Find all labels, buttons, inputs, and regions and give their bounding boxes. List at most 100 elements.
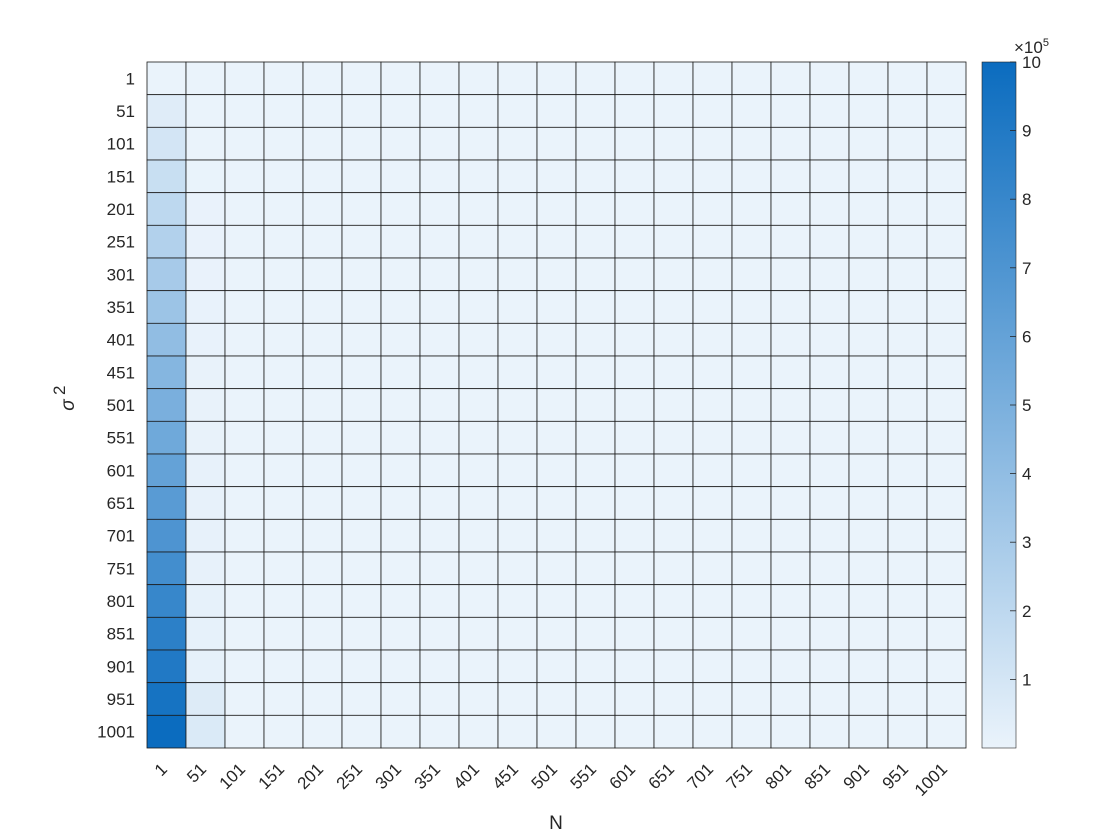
heatmap-cell — [341, 224, 382, 259]
heatmap-cell — [185, 388, 226, 422]
heatmap-cell — [848, 61, 889, 96]
heatmap-cell — [380, 192, 421, 226]
heatmap-cell — [848, 420, 889, 455]
heatmap-cell — [692, 616, 733, 651]
heatmap-cell — [926, 714, 967, 749]
heatmap-cell — [575, 551, 616, 586]
heatmap-cell — [770, 192, 811, 226]
heatmap-cell — [419, 322, 460, 357]
heatmap-cell — [614, 682, 655, 716]
heatmap-cell — [185, 551, 226, 586]
heatmap-cell — [341, 126, 382, 161]
heatmap-cell — [419, 126, 460, 161]
heatmap-cell — [653, 584, 694, 618]
heatmap-cell — [224, 322, 265, 357]
heatmap-cell — [614, 649, 655, 684]
heatmap-cell — [653, 257, 694, 292]
heatmap-cell — [848, 486, 889, 520]
heatmap-cell — [926, 551, 967, 586]
heatmap-cell — [770, 420, 811, 455]
heatmap-cell — [731, 616, 772, 651]
heatmap-cell — [926, 649, 967, 684]
y-tick-label: 551 — [107, 429, 135, 448]
heatmap-cell — [380, 616, 421, 651]
heatmap-cell — [536, 616, 577, 651]
heatmap-cell — [263, 616, 304, 651]
heatmap-cell — [692, 453, 733, 488]
heatmap-cell — [302, 486, 343, 520]
heatmap-cell — [146, 355, 187, 390]
heatmap-cell — [731, 584, 772, 618]
heatmap-cell — [380, 94, 421, 128]
x-tick-label: 651 — [645, 760, 678, 793]
heatmap-cell — [809, 159, 850, 194]
heatmap-cell — [653, 290, 694, 324]
heatmap-cell — [770, 388, 811, 422]
heatmap-cell — [575, 420, 616, 455]
x-tick-label: 351 — [411, 760, 444, 793]
heatmap-cell — [809, 518, 850, 553]
heatmap-cell — [848, 714, 889, 749]
heatmap-cell — [341, 192, 382, 226]
heatmap-cell — [731, 224, 772, 259]
heatmap-cell — [458, 388, 499, 422]
heatmap-cell — [185, 714, 226, 749]
heatmap-cell — [146, 94, 187, 128]
heatmap-cell — [341, 551, 382, 586]
heatmap-cell — [926, 453, 967, 488]
heatmap-cell — [653, 388, 694, 422]
heatmap-cell — [731, 453, 772, 488]
heatmap-cell — [419, 224, 460, 259]
heatmap-cell — [575, 388, 616, 422]
heatmap-cell — [263, 192, 304, 226]
heatmap-cell — [458, 61, 499, 96]
heatmap-cell — [419, 518, 460, 553]
x-tick-label: 151 — [255, 760, 288, 793]
heatmap-cell — [497, 355, 538, 390]
heatmap-cell — [263, 322, 304, 357]
heatmap-cell — [146, 159, 187, 194]
heatmap-cell — [731, 649, 772, 684]
heatmap-cell — [848, 682, 889, 716]
heatmap-cell — [575, 714, 616, 749]
heatmap-cell — [692, 682, 733, 716]
heatmap-cell — [575, 682, 616, 716]
heatmap-cell — [458, 714, 499, 749]
heatmap-cell — [809, 584, 850, 618]
heatmap-cell — [575, 94, 616, 128]
heatmap-cell — [848, 192, 889, 226]
heatmap-cell — [185, 61, 226, 96]
heatmap-cell — [653, 420, 694, 455]
heatmap-cell — [653, 322, 694, 357]
heatmap-cell — [770, 257, 811, 292]
heatmap-cell — [692, 192, 733, 226]
heatmap-cell — [419, 486, 460, 520]
heatmap-cell — [341, 714, 382, 749]
y-tick-label: 1001 — [97, 723, 135, 742]
heatmap-cell — [887, 257, 928, 292]
heatmap-cell — [887, 290, 928, 324]
heatmap-cell — [887, 420, 928, 455]
heatmap-cell — [458, 257, 499, 292]
heatmap-cell — [770, 322, 811, 357]
heatmap-cell — [263, 518, 304, 553]
heatmap-cell — [458, 453, 499, 488]
colorbar-exponent: ×105 — [1014, 37, 1049, 57]
heatmap-cell — [770, 290, 811, 324]
heatmap-cell — [419, 192, 460, 226]
heatmap-cell — [146, 322, 187, 357]
heatmap-cell — [458, 649, 499, 684]
heatmap-cell — [575, 159, 616, 194]
heatmap-cell — [926, 486, 967, 520]
heatmap-cell — [770, 159, 811, 194]
heatmap-cell — [380, 61, 421, 96]
heatmap-cell — [497, 551, 538, 586]
heatmap-cell — [419, 616, 460, 651]
heatmap-cell — [770, 551, 811, 586]
heatmap-cell — [536, 257, 577, 292]
heatmap-cell — [341, 388, 382, 422]
heatmap-cell — [536, 518, 577, 553]
heatmap-cell — [575, 649, 616, 684]
heatmap-cell — [575, 486, 616, 520]
x-tick-label: 301 — [372, 760, 405, 793]
